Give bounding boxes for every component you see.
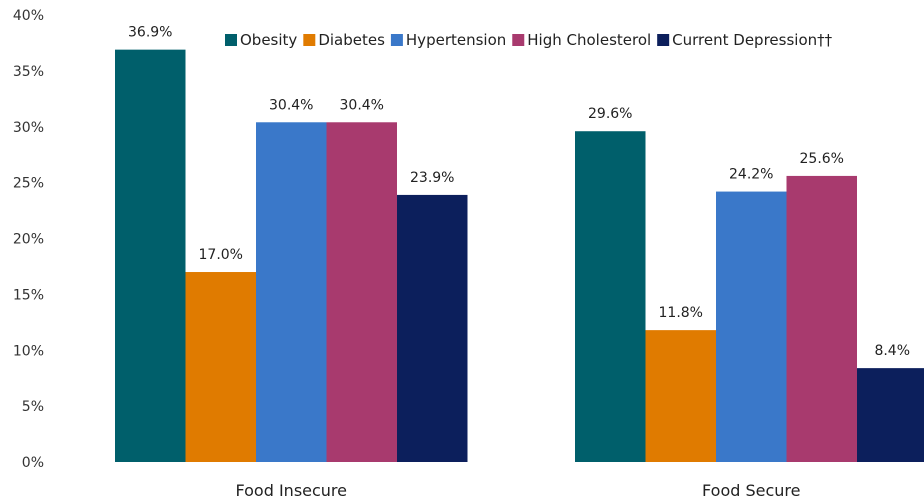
y-tick-label: 5% bbox=[22, 399, 44, 415]
legend: Obesity Diabetes Hypertension High Choleste… bbox=[225, 31, 833, 49]
data-label: 24.2% bbox=[729, 167, 773, 183]
category-label: Food Insecure bbox=[236, 481, 348, 500]
legend-swatch bbox=[512, 34, 525, 46]
y-tick-label: 35% bbox=[13, 64, 44, 80]
bar bbox=[575, 131, 646, 462]
data-label: 8.4% bbox=[874, 343, 910, 359]
data-label: 11.8% bbox=[659, 305, 703, 321]
y-tick-label: 15% bbox=[13, 287, 44, 303]
bar bbox=[716, 191, 787, 462]
y-tick-label: 30% bbox=[13, 120, 44, 136]
y-tick-label: 25% bbox=[13, 176, 44, 192]
legend-item: Hypertension bbox=[390, 31, 506, 49]
bar bbox=[645, 330, 716, 462]
y-tick-label: 10% bbox=[13, 343, 44, 359]
data-label: 29.6% bbox=[588, 106, 632, 122]
category-label: Food Secure bbox=[702, 481, 800, 500]
y-tick-label: 40% bbox=[13, 8, 44, 24]
legend-label: Obesity bbox=[240, 31, 297, 49]
legend-swatch bbox=[303, 34, 316, 46]
y-tick-label: 20% bbox=[13, 232, 44, 248]
data-label: 36.9% bbox=[128, 25, 172, 41]
bar bbox=[326, 122, 397, 462]
bars bbox=[115, 49, 924, 463]
bar bbox=[397, 194, 468, 463]
legend-item: High Cholesterol bbox=[512, 31, 651, 49]
legend-label: Current Depression†† bbox=[672, 31, 832, 49]
legend-swatch bbox=[390, 34, 403, 46]
legend-swatch bbox=[657, 34, 670, 46]
legend-item: Diabetes bbox=[303, 31, 385, 49]
data-labels: 36.9% 17.0% 30.4% 30.4% 23.9% 29.6% 11.8% 24.2%… bbox=[128, 25, 910, 359]
x-axis: Food Insecure Food Secure bbox=[236, 481, 801, 500]
bar bbox=[786, 175, 857, 463]
bar bbox=[256, 122, 327, 462]
y-axis: 0% 5% 10% 15% 20% 25% 30% 35% 40% bbox=[13, 8, 44, 471]
data-label: 30.4% bbox=[340, 97, 384, 113]
data-label: 23.9% bbox=[410, 170, 454, 186]
bar bbox=[185, 272, 256, 462]
bar bbox=[857, 368, 924, 462]
legend-item: Obesity bbox=[225, 31, 297, 49]
data-label: 17.0% bbox=[199, 247, 243, 263]
legend-label: Hypertension bbox=[406, 31, 506, 49]
legend-swatch bbox=[225, 34, 237, 46]
data-label: 25.6% bbox=[800, 151, 844, 167]
data-label: 30.4% bbox=[269, 97, 313, 113]
legend-label: Diabetes bbox=[318, 31, 385, 49]
legend-label: High Cholesterol bbox=[527, 31, 651, 49]
bar bbox=[115, 49, 186, 463]
y-tick-label: 0% bbox=[22, 455, 44, 471]
legend-item: Current Depression†† bbox=[657, 31, 833, 49]
